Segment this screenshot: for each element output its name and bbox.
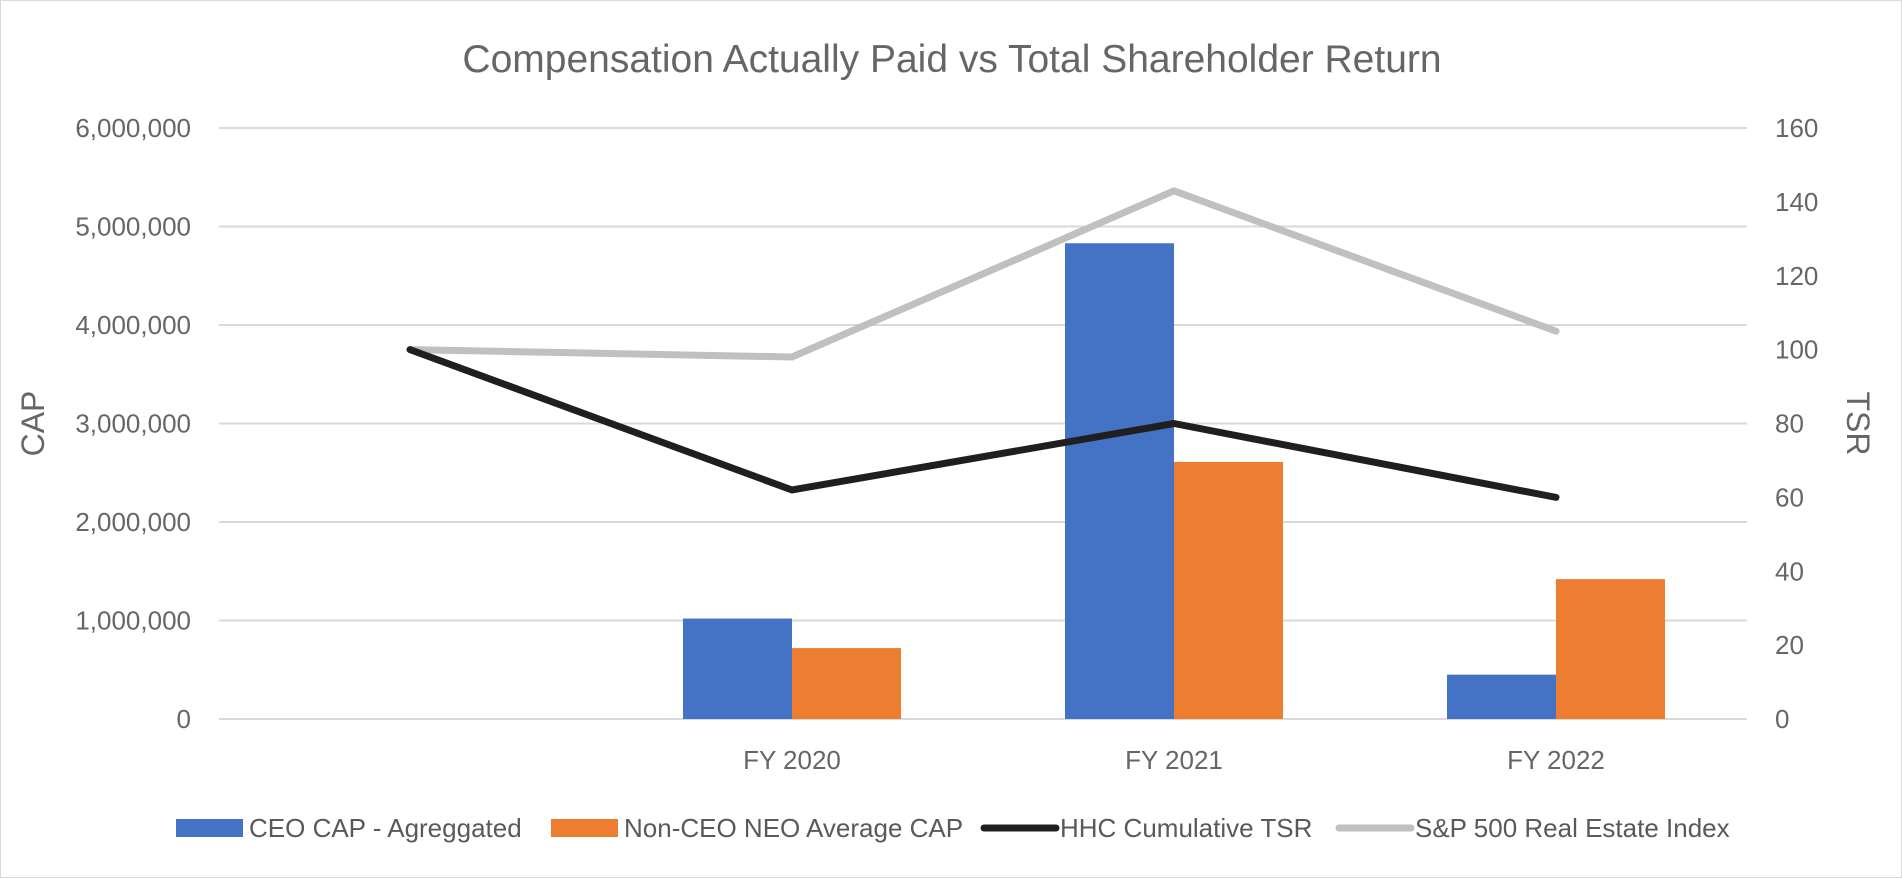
y-right-axis-title: TSR (1840, 392, 1876, 456)
y-left-tick-label: 6,000,000 (75, 113, 191, 143)
bar-non-ceo-cap (792, 648, 901, 719)
y-left-tick-label: 3,000,000 (75, 409, 191, 439)
y-right-tick-label: 40 (1775, 556, 1804, 586)
legend-label: HHC Cumulative TSR (1060, 813, 1312, 843)
x-tick-label: FY 2021 (1125, 745, 1223, 775)
y-right-tick-label: 80 (1775, 409, 1804, 439)
y-right-tick-label: 160 (1775, 113, 1818, 143)
y-left-tick-label: 4,000,000 (75, 310, 191, 340)
y-left-tick-label: 1,000,000 (75, 606, 191, 636)
y-left-axis-title: CAP (15, 391, 51, 457)
bar-ceo-cap (683, 618, 792, 719)
legend-label: CEO CAP - Agreggated (249, 813, 522, 843)
y-right-tick-label: 100 (1775, 335, 1818, 365)
y-right-tick-label: 0 (1775, 704, 1789, 734)
y-right-tick-label: 60 (1775, 482, 1804, 512)
y-right-tick-label: 20 (1775, 630, 1804, 660)
chart-title: Compensation Actually Paid vs Total Shar… (462, 38, 1441, 81)
x-tick-label: FY 2022 (1507, 745, 1605, 775)
y-right-tick-label: 120 (1775, 261, 1818, 291)
bar-non-ceo-cap (1174, 461, 1283, 719)
legend-label: S&P 500 Real Estate Index (1415, 813, 1730, 843)
bar-non-ceo-cap (1556, 579, 1665, 719)
bar-ceo-cap (1447, 674, 1556, 719)
legend-label: Non-CEO NEO Average CAP (624, 813, 963, 843)
line-hhc-tsr (406, 346, 1560, 501)
y-left-tick-label: 5,000,000 (75, 212, 191, 242)
y-left-tick-label: 0 (177, 704, 191, 734)
bar-ceo-cap (1065, 243, 1174, 719)
legend-swatch (176, 819, 243, 837)
x-tick-label: FY 2020 (743, 745, 841, 775)
y-right-tick-label: 140 (1775, 187, 1818, 217)
legend-swatch (551, 819, 618, 837)
line-sp500-real-estate (406, 187, 1560, 361)
y-left-tick-label: 2,000,000 (75, 507, 191, 537)
